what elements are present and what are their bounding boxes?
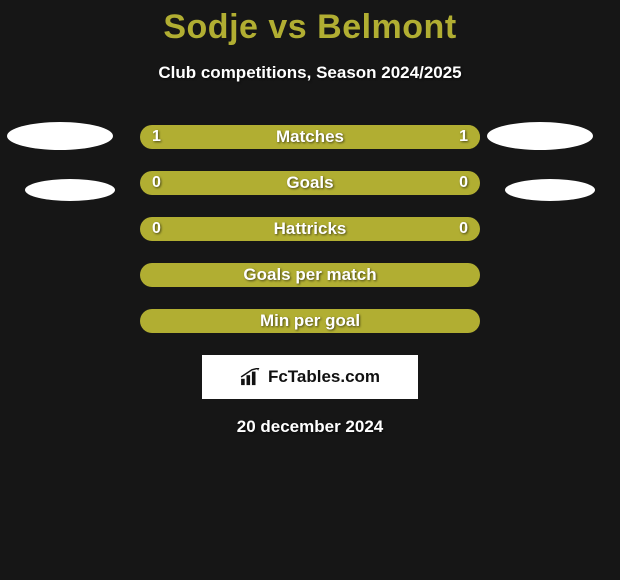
stat-bar: Matches1 1 (140, 125, 480, 149)
stat-value-left: 0 (152, 171, 161, 195)
stat-bar: Goals0 0 (140, 171, 480, 195)
brand-box: FcTables.com (202, 355, 418, 399)
bar-chart-icon (240, 368, 262, 386)
stat-value-right: 1 (459, 125, 468, 149)
brand-text: FcTables.com (268, 367, 380, 387)
stat-label: Min per goal (140, 309, 480, 333)
stat-row: Min per goal (0, 309, 620, 333)
stat-label: Hattricks (140, 217, 480, 241)
date-text: 20 december 2024 (0, 417, 620, 437)
stat-label: Goals per match (140, 263, 480, 287)
stat-row: Hattricks0 0 (0, 217, 620, 241)
stat-bar: Goals per match (140, 263, 480, 287)
stat-label: Goals (140, 171, 480, 195)
stat-row: Matches1 1 (0, 125, 620, 149)
stat-value-right: 0 (459, 217, 468, 241)
stat-value-left: 0 (152, 217, 161, 241)
subtitle: Club competitions, Season 2024/2025 (0, 63, 620, 83)
stat-bar: Min per goal (140, 309, 480, 333)
stat-value-left: 1 (152, 125, 161, 149)
stat-rows: Matches11Goals00Hattricks00Goals per mat… (0, 125, 620, 333)
stats-comparison-card: Sodje vs Belmont Club competitions, Seas… (0, 0, 620, 580)
page-title: Sodje vs Belmont (0, 0, 620, 47)
stat-value-right: 0 (459, 171, 468, 195)
stat-bar: Hattricks0 0 (140, 217, 480, 241)
stat-label: Matches (140, 125, 480, 149)
stat-row: Goals per match (0, 263, 620, 287)
stat-row: Goals0 0 (0, 171, 620, 195)
